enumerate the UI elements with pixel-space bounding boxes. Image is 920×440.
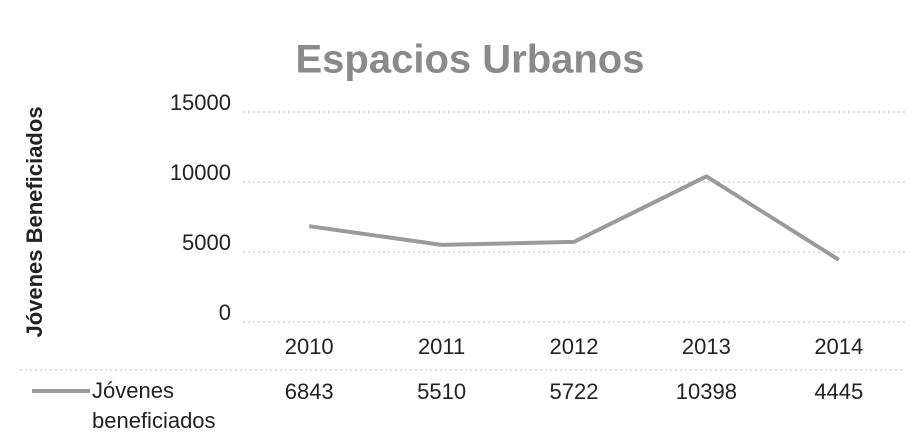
y-tick-label: 10000 xyxy=(170,160,231,185)
y-tick-label: 0 xyxy=(219,300,231,325)
series-line xyxy=(308,174,840,262)
legend-label: Jóvenes beneficiados xyxy=(92,378,216,433)
table-value: 5722 xyxy=(550,379,599,404)
table-value: 6843 xyxy=(285,379,334,404)
x-tick-label: 2011 xyxy=(418,334,465,359)
x-tick-label: 2010 xyxy=(285,334,334,359)
table-value: 10398 xyxy=(676,379,737,404)
x-tick-label: 2012 xyxy=(550,334,599,359)
table-value: 5510 xyxy=(417,379,466,404)
table-value: 4445 xyxy=(814,379,863,404)
y-tick-label: 5000 xyxy=(182,230,231,255)
x-tick-label: 2014 xyxy=(814,334,863,359)
x-tick-label: 2013 xyxy=(682,334,731,359)
y-axis-label: Jóvenes Beneficiados xyxy=(22,106,47,337)
chart-title: Espacios Urbanos xyxy=(295,38,644,82)
y-tick-label: 15000 xyxy=(170,90,231,115)
